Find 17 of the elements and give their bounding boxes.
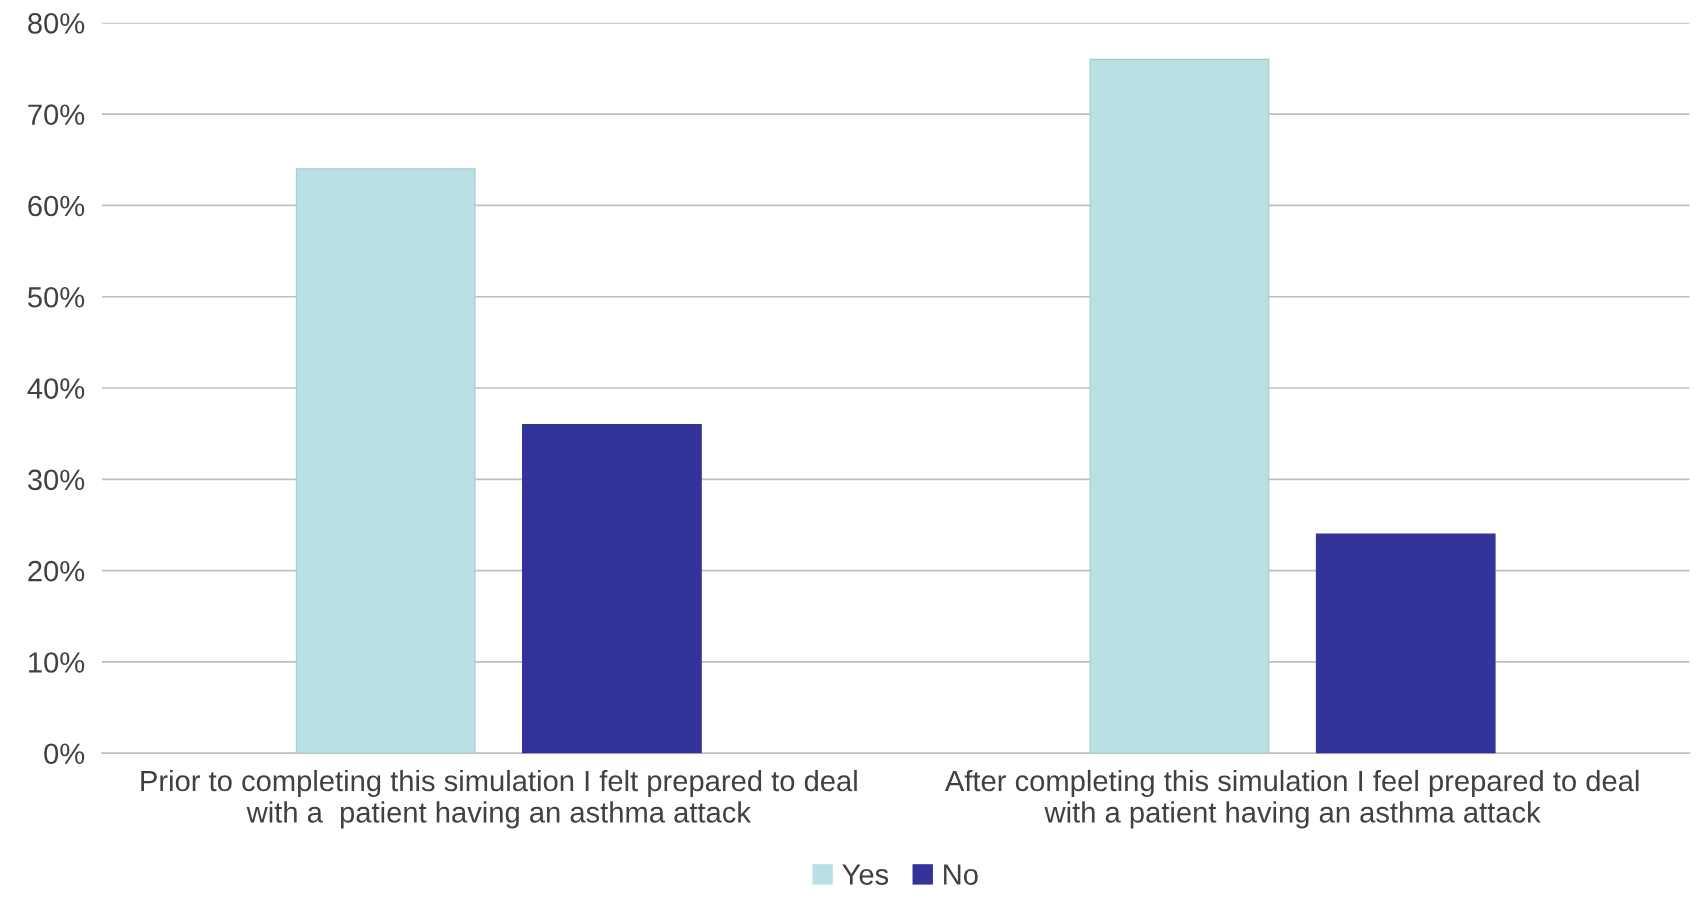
bar [295,168,476,754]
bar [1089,58,1270,754]
y-tick-label: 60% [28,195,85,217]
y-tick-label: 10% [29,652,85,673]
y-tick-label: 80% [28,13,85,34]
legend-label: Yes [842,864,889,885]
y-tick-label: 20% [28,560,85,582]
x-tick-label: After completing this simulation I feel prepared to deal with a patient having an asthma attack [944,769,1639,829]
y-tick-label: 30% [27,469,85,491]
legend-label: No [944,864,978,885]
y-tick-label: 70% [28,104,85,125]
y-tick-label: 50% [28,286,85,308]
bar [1315,533,1496,754]
x-tick-label: Prior to completing this simulation I felt prepared to deal with a patient having an asthma attack [141,769,857,829]
y-tick-label: 40% [27,378,85,399]
y-tick-label: 0% [44,743,85,765]
bar [522,423,702,754]
